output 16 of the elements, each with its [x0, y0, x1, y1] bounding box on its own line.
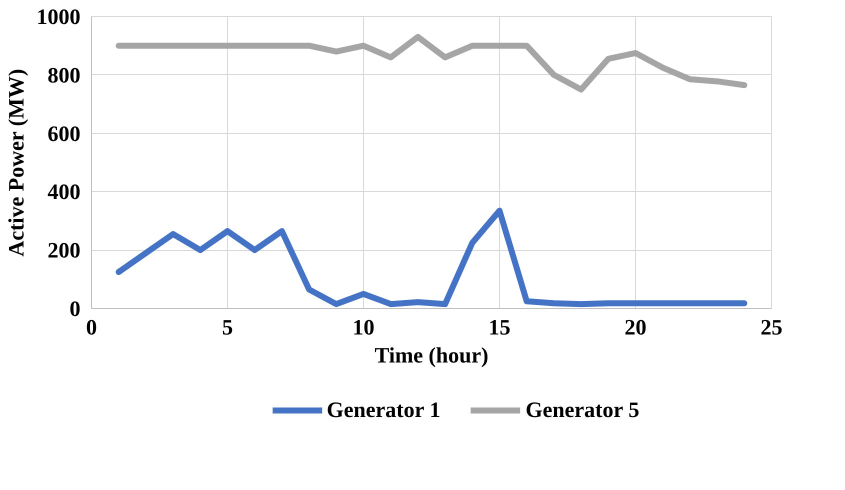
- y-tick-label: 1000: [36, 4, 80, 29]
- legend-label: Generator 1: [326, 397, 440, 423]
- x-tick-label: 15: [488, 314, 510, 340]
- y-axis-title: Active Power (MW): [4, 68, 28, 257]
- y-tick-label: 800: [48, 62, 80, 88]
- x-axis-title: Time (hour): [374, 342, 488, 368]
- x-tick-label: 0: [86, 314, 97, 340]
- x-tick-label: 5: [222, 314, 233, 340]
- x-tick-label: 10: [352, 314, 374, 340]
- y-tick-label: 600: [48, 120, 80, 146]
- x-tick-label: 20: [624, 314, 646, 340]
- legend-label: Generator 5: [526, 397, 640, 423]
- y-tick-label: 400: [48, 179, 80, 204]
- y-tick-label: 0: [70, 296, 80, 321]
- x-tick-label: 25: [760, 314, 782, 340]
- y-tick-label: 200: [48, 238, 80, 263]
